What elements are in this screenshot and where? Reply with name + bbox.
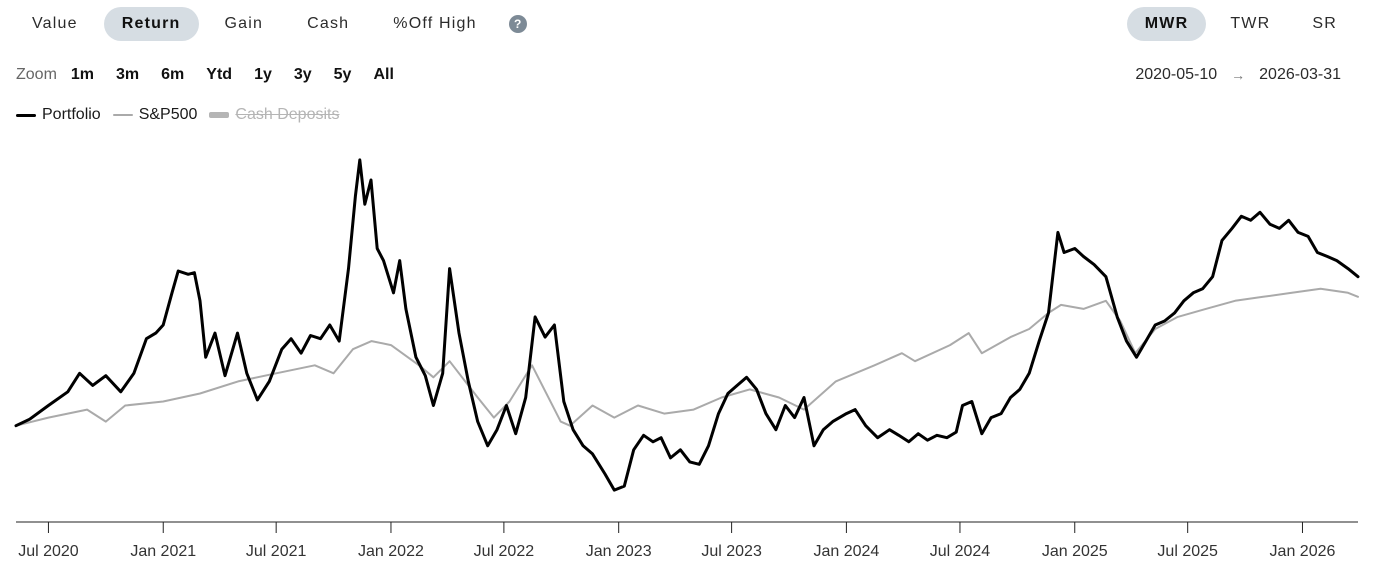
chart-legend: Portfolio S&P500 Cash Deposits <box>16 106 339 124</box>
zoom-1y-button[interactable]: 1y <box>254 66 272 83</box>
tab-off-high[interactable]: %Off High <box>393 15 477 32</box>
start-date[interactable]: 2020-05-10 <box>1135 66 1218 83</box>
x-tick-label: Jan 2025 <box>1042 543 1108 560</box>
tab-return[interactable]: Return <box>103 7 199 41</box>
legend-item-portfolio[interactable]: Portfolio <box>16 106 101 124</box>
x-tick-label: Jul 2020 <box>18 543 79 560</box>
series-layer <box>14 158 1360 492</box>
tab-sr[interactable]: SR <box>1312 15 1337 32</box>
legend-swatch-cash-deposits <box>209 112 230 118</box>
x-tick-label: Jul 2024 <box>930 543 991 560</box>
legend-item-cash-deposits[interactable]: Cash Deposits <box>209 106 339 124</box>
end-date[interactable]: 2026-03-31 <box>1259 66 1341 83</box>
date-range: 2020-05-10 → 2026-03-31 <box>1135 66 1341 84</box>
zoom-ytd-button[interactable]: Ytd <box>206 66 233 83</box>
zoom-all-button[interactable]: All <box>373 66 394 83</box>
x-tick-label: Jul 2022 <box>474 543 535 560</box>
zoom-controls: Zoom 1m 3m 6m Ytd 1y 3y 5y All <box>16 66 416 84</box>
zoom-3m-button[interactable]: 3m <box>116 66 140 83</box>
legend-label-sp500: S&P500 <box>138 106 198 123</box>
tab-twr[interactable]: TWR <box>1230 15 1271 32</box>
x-tick-label: Jan 2024 <box>813 543 879 560</box>
zoom-6m-button[interactable]: 6m <box>161 66 185 83</box>
legend-swatch-portfolio <box>16 113 36 117</box>
zoom-1m-button[interactable]: 1m <box>70 66 95 83</box>
x-tick-label: Jul 2023 <box>701 543 762 560</box>
x-tick-label: Jan 2021 <box>130 543 196 560</box>
question-circle-icon[interactable]: ? <box>508 15 527 33</box>
tab-mwr[interactable]: MWR <box>1126 7 1207 41</box>
zoom-3y-button[interactable]: 3y <box>293 66 312 83</box>
legend-label-cash-deposits: Cash Deposits <box>235 106 340 123</box>
tab-cash[interactable]: Cash <box>307 15 350 32</box>
return-mode-tabs: MWR TWR SR <box>1126 7 1355 41</box>
series-line-sp500[interactable] <box>15 287 1359 427</box>
zoom-5y-button[interactable]: 5y <box>333 66 352 83</box>
zoom-label: Zoom <box>16 66 57 83</box>
arrow-right-icon: → <box>1231 67 1246 83</box>
x-tick-label: Jan 2023 <box>586 543 652 560</box>
x-tick-label: Jan 2026 <box>1270 543 1336 560</box>
tab-gain[interactable]: Gain <box>224 15 264 32</box>
metric-tabs: Value Return Gain Cash %Off High ? <box>14 7 527 41</box>
legend-swatch-sp500 <box>112 114 133 116</box>
x-tick-label: Jul 2021 <box>246 543 307 560</box>
legend-item-sp500[interactable]: S&P500 <box>112 106 198 124</box>
tab-value[interactable]: Value <box>32 15 78 32</box>
x-tick-label: Jul 2025 <box>1157 543 1218 560</box>
series-line-portfolio[interactable] <box>14 158 1360 492</box>
x-tick-label: Jan 2022 <box>358 543 424 560</box>
x-axis-ticks: Jul 2020 Jan 2021 Jul 2021 Jan 2022 Jul 2022… <box>18 522 1335 560</box>
legend-label-portfolio: Portfolio <box>42 106 101 123</box>
